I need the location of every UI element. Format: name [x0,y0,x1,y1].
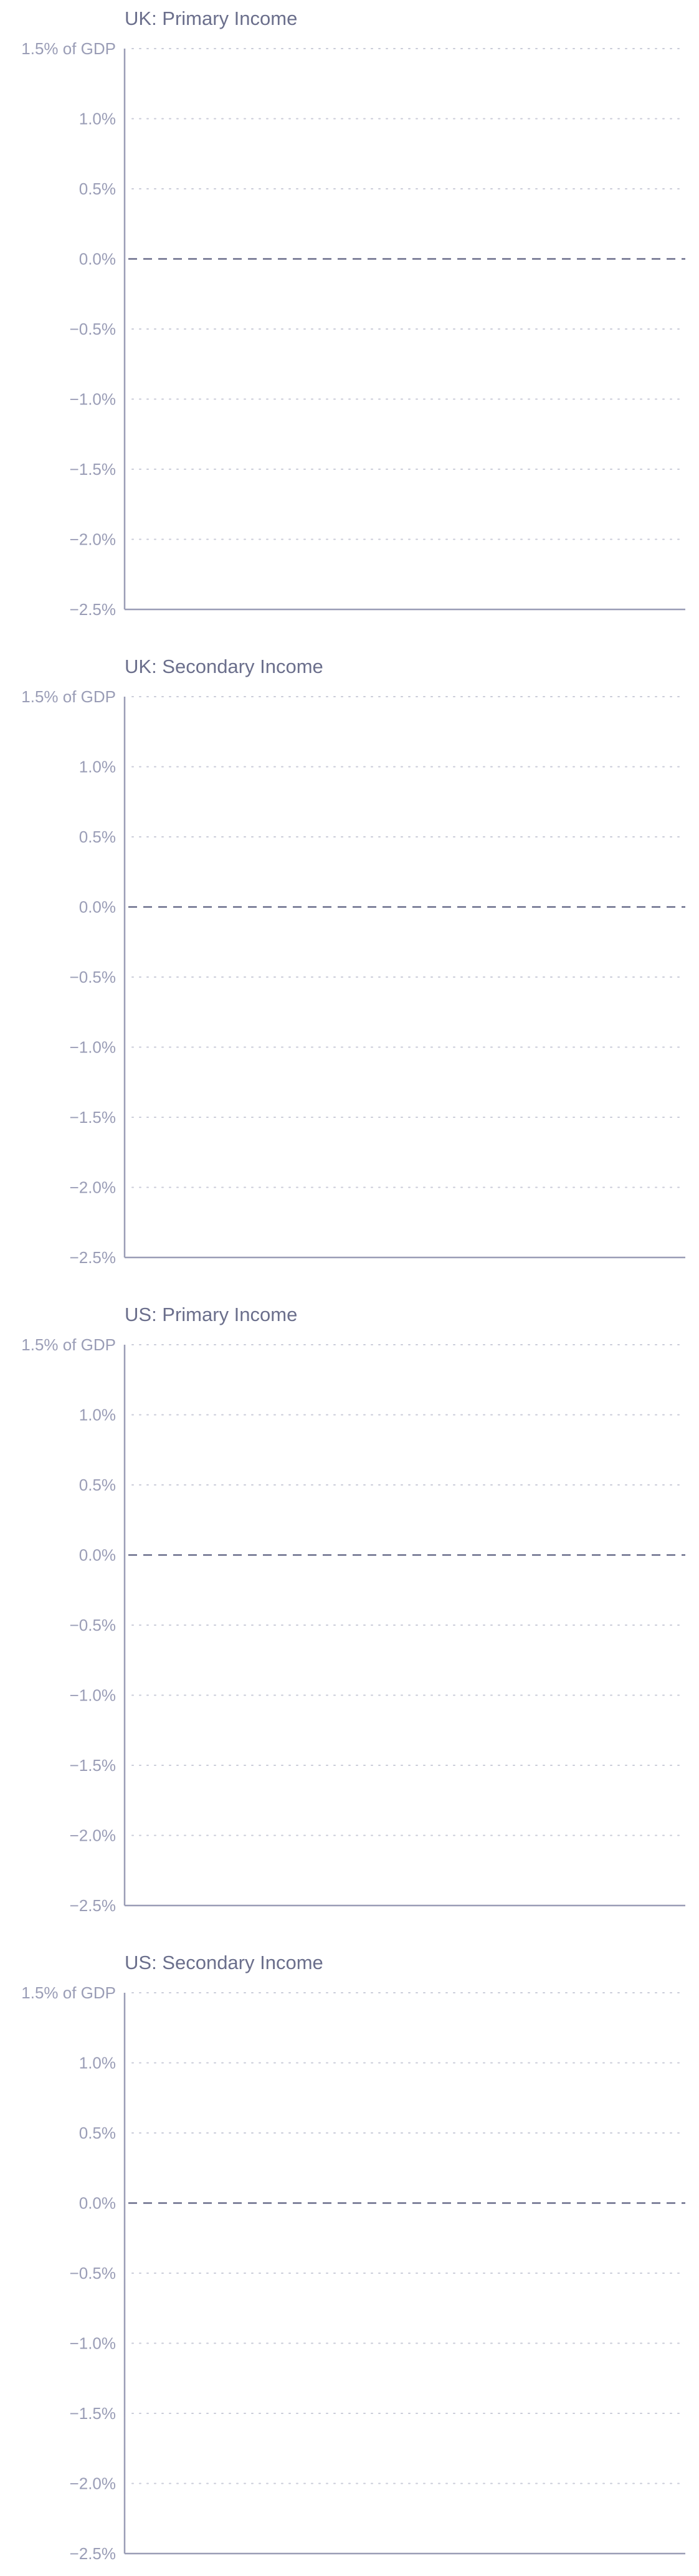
y-tick-label: −0.5% [70,1616,116,1634]
chart-title: US: Primary Income [125,1304,298,1325]
y-tick-label: 1.5% of GDP [21,1983,116,2002]
chart-plot: 1.5% of GDP 1.0% 0.5% 0.0% −0.5% −1.0% −1.5% −2… [21,1983,686,2563]
y-tick-label: 1.5% of GDP [21,687,116,706]
y-tick-label: −1.0% [70,1686,116,1705]
chart-panel-uk-primary-income: UK: Primary Income 1.5% of GDP 1.0% 0.5% 0.… [0,0,699,623]
chart-panel-us-primary-income: US: Primary Income 1.5% of GDP 1.0% 0.5% 0.… [0,1296,699,1919]
y-tick-label: −0.5% [70,2264,116,2283]
y-tick-label: −1.5% [70,1756,116,1775]
y-tick-label: 1.5% of GDP [21,39,116,58]
y-tick-label: 1.0% [79,2054,116,2073]
chart-panel-uk-secondary-income: UK: Secondary Income 1.5% of GDP 1.0% 0.5%… [0,648,699,1271]
y-tick-label: −0.5% [70,968,116,986]
y-tick-label: −1.0% [70,390,116,409]
y-tick-label: 1.0% [79,1406,116,1424]
y-tick-label: −2.5% [70,600,116,619]
y-tick-label: 0.5% [79,179,116,198]
y-tick-label: 1.0% [79,758,116,776]
chart-panel-us-secondary-income: US: Secondary Income 1.5% of GDP 1.0% 0.5%… [0,1944,699,2567]
y-tick-label: −2.0% [70,530,116,549]
chart-plot: 1.5% of GDP 1.0% 0.5% 0.0% −0.5% −1.0% −1.5% −2… [21,1335,686,1915]
y-tick-label: 0.5% [79,1476,116,1494]
y-tick-label: −0.5% [70,320,116,338]
y-tick-label: −1.5% [70,460,116,479]
y-tick-label: 0.5% [79,2124,116,2142]
y-tick-label: −2.5% [70,2544,116,2563]
chart-title: UK: Secondary Income [125,656,323,677]
chart-plot: 1.5% of GDP 1.0% 0.5% 0.0% −0.5% −1.0% −1.5% −2… [21,687,686,1267]
y-tick-label: −2.0% [70,1826,116,1845]
y-tick-label: 1.0% [79,110,116,128]
y-tick-label: 0.0% [79,250,116,269]
y-tick-label: 1.5% of GDP [21,1335,116,1354]
y-tick-label: 0.0% [79,898,116,917]
y-tick-label: −1.0% [70,1038,116,1057]
y-tick-label: −1.5% [70,1108,116,1127]
y-tick-label: 0.0% [79,2194,116,2213]
y-tick-label: 0.0% [79,1546,116,1565]
chart-title: US: Secondary Income [125,1952,323,1973]
y-tick-label: −2.5% [70,1896,116,1915]
y-tick-label: −1.5% [70,2404,116,2423]
y-tick-label: −2.0% [70,2474,116,2493]
y-tick-label: −1.0% [70,2334,116,2353]
chart-plot: 1.5% of GDP 1.0% 0.5% 0.0% −0.5% −1.0% −1.5% −2… [21,39,686,619]
chart-title: UK: Primary Income [125,7,298,29]
y-tick-label: −2.0% [70,1178,116,1197]
y-tick-label: −2.5% [70,1248,116,1267]
y-tick-label: 0.5% [79,828,116,846]
